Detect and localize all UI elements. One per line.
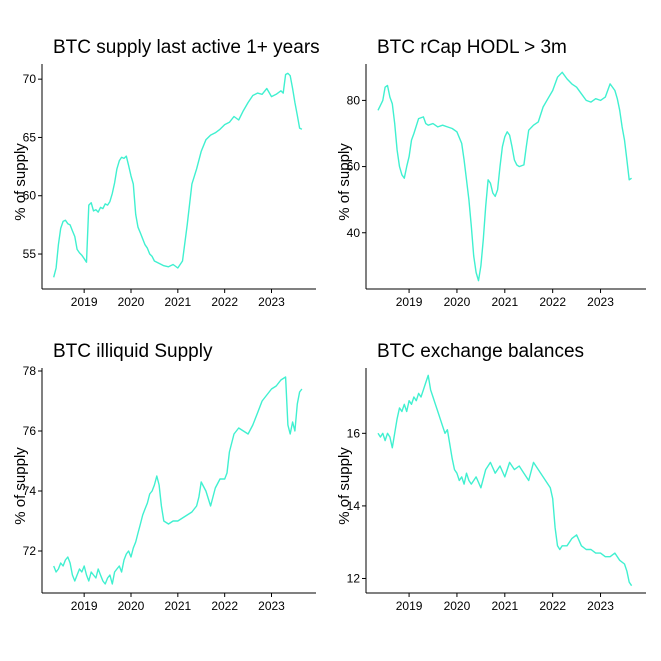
chart-panel-4: BTC exchange balances % of supply 12 14 16…: [330, 330, 660, 660]
x-tick-label: 2020: [444, 599, 471, 613]
chart-title: BTC illiquid Supply: [53, 341, 213, 362]
y-tick-label: 16: [347, 426, 361, 440]
y-tick-label: 78: [23, 364, 37, 378]
chart-title: BTC rCap HODL > 3m: [377, 37, 567, 58]
x-tick-label: 2022: [211, 599, 238, 613]
x-tick-label: 2019: [396, 295, 423, 309]
y-tick-label: 80: [347, 93, 361, 107]
y-tick-label: 70: [23, 72, 37, 86]
x-tick-label: 2019: [71, 599, 98, 613]
y-axis-label: % of supply: [336, 447, 353, 525]
y-tick-label: 12: [347, 571, 361, 585]
x-tick-label: 2023: [258, 599, 285, 613]
x-tick-label: 2023: [587, 599, 614, 613]
series-line: [377, 374, 633, 587]
x-tick-label: 2021: [164, 295, 191, 309]
x-tick-label: 2021: [164, 599, 191, 613]
y-tick-label: 72: [23, 544, 37, 558]
y-tick-label: 65: [23, 130, 37, 144]
plot-area: 40 60 80 2019 2020 2021 2022 2023: [347, 64, 646, 309]
x-tick-label: 2023: [258, 295, 285, 309]
y-tick-label: 55: [23, 247, 37, 261]
y-tick-label: 60: [347, 160, 361, 174]
chart-svg-4: BTC exchange balances % of supply 12 14 16…: [336, 341, 646, 613]
chart-panel-1: BTC supply last active 1+ years % of sup…: [0, 0, 330, 330]
series-line: [377, 71, 632, 282]
y-tick-label: 74: [23, 484, 37, 498]
y-axis-label: % of supply: [12, 143, 29, 221]
x-tick-label: 2023: [587, 295, 614, 309]
x-tick-label: 2021: [491, 295, 518, 309]
chart-title: BTC exchange balances: [377, 341, 584, 362]
x-tick-label: 2019: [71, 295, 98, 309]
series-line: [53, 72, 303, 278]
plot-area: 55 60 65 70 2019 2020 2021 2022 2023: [23, 64, 316, 309]
x-tick-label: 2020: [444, 295, 471, 309]
y-tick-label: 76: [23, 424, 37, 438]
x-tick-label: 2022: [539, 295, 566, 309]
x-tick-label: 2021: [491, 599, 518, 613]
x-tick-label: 2022: [539, 599, 566, 613]
y-axis-label: % of supply: [336, 143, 353, 221]
chart-panel-2: BTC rCap HODL > 3m % of supply 40 60 80 201…: [330, 0, 660, 330]
x-tick-label: 2020: [118, 599, 145, 613]
chart-svg-1: BTC supply last active 1+ years % of sup…: [12, 37, 320, 309]
chart-svg-2: BTC rCap HODL > 3m % of supply 40 60 80 201…: [336, 37, 646, 309]
chart-svg-3: BTC illiquid Supply % of supply 72 74 76 78…: [12, 341, 316, 613]
y-axis-label: % of supply: [12, 447, 29, 525]
y-tick-label: 14: [347, 499, 361, 513]
y-tick-label: 60: [23, 189, 37, 203]
x-tick-label: 2019: [396, 599, 423, 613]
y-tick-label: 40: [347, 226, 361, 240]
chart-panel-3: BTC illiquid Supply % of supply 72 74 76 78…: [0, 330, 330, 660]
x-tick-label: 2020: [118, 295, 145, 309]
series-line: [53, 376, 303, 585]
plot-area: 12 14 16 2019 2020 2021 2022 2023: [347, 368, 646, 613]
chart-title: BTC supply last active 1+ years: [53, 37, 320, 58]
plot-area: 72 74 76 78 2019 2020 2021 2022 2023: [23, 364, 316, 613]
x-tick-label: 2022: [211, 295, 238, 309]
